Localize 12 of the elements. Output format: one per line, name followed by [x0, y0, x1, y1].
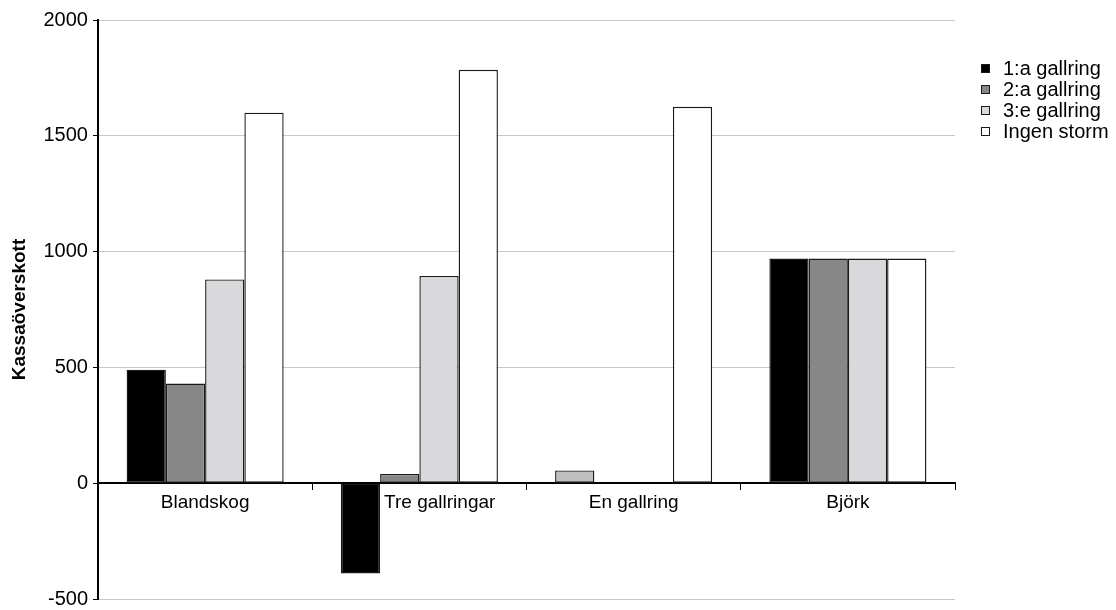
y-tick-label: 500: [54, 354, 88, 377]
x-tick-label: Blandskog: [160, 491, 250, 513]
y-tick-label: 2000: [43, 7, 88, 30]
y-tick-label: -500: [47, 586, 88, 609]
x-tick-label: En gallring: [588, 491, 679, 513]
x-tick-label: Björk: [826, 491, 871, 513]
y-tick-label: 1000: [43, 239, 88, 262]
y-tick-label: 1500: [43, 123, 88, 146]
legend-label: 1:a gallring: [1003, 56, 1101, 79]
y-axis-title: Kassaöverskott: [7, 238, 29, 381]
x-tick-label: Tre gallringar: [384, 491, 497, 513]
y-tick-label: 0: [76, 470, 88, 493]
